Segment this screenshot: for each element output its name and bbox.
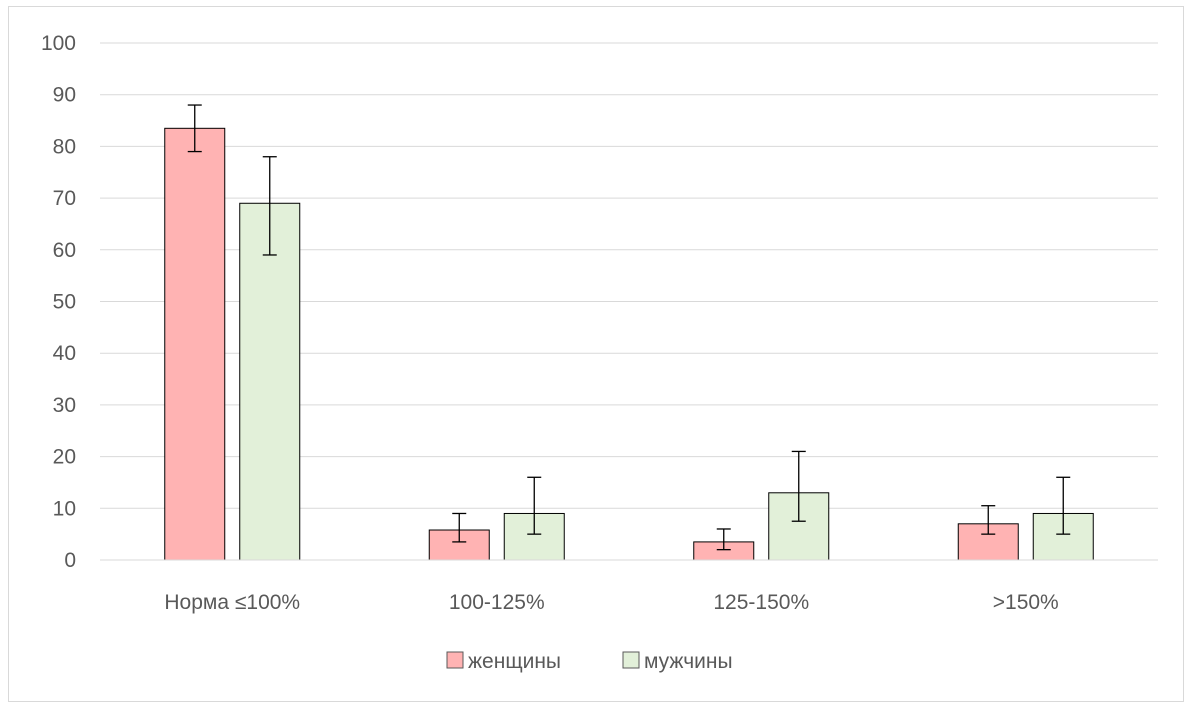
legend-swatch [446,651,464,669]
x-category-label: 100-125% [449,591,545,614]
y-tick-label: 0 [64,549,76,572]
bar [164,127,226,561]
x-category-label: >150% [993,591,1059,614]
bars [164,127,1094,561]
y-tick-label: 60 [53,239,76,262]
y-tick-label: 90 [53,84,76,107]
y-tick-label: 50 [53,291,76,314]
x-axis-category-labels: Норма ≤100% 100-125% 125-150% >150% [164,591,1058,614]
error-bars [187,104,1071,551]
y-tick-label: 80 [53,135,76,158]
y-tick-label: 100 [41,32,76,55]
y-axis-tick-labels: 0 10 20 30 40 50 60 70 80 90 100 [41,32,76,572]
bar [239,202,301,561]
legend-label: женщины [468,650,561,673]
x-category-label: Норма ≤100% [164,591,300,614]
y-tick-label: 40 [53,342,76,365]
y-tick-label: 20 [53,446,76,469]
x-category-label: 125-150% [713,591,809,614]
legend-label: мужчины [644,650,733,673]
legend-swatch [622,651,640,669]
y-tick-label: 10 [53,497,76,520]
legend: женщины мужчины [446,650,733,673]
y-tick-label: 30 [53,394,76,417]
y-tick-label: 70 [53,187,76,210]
